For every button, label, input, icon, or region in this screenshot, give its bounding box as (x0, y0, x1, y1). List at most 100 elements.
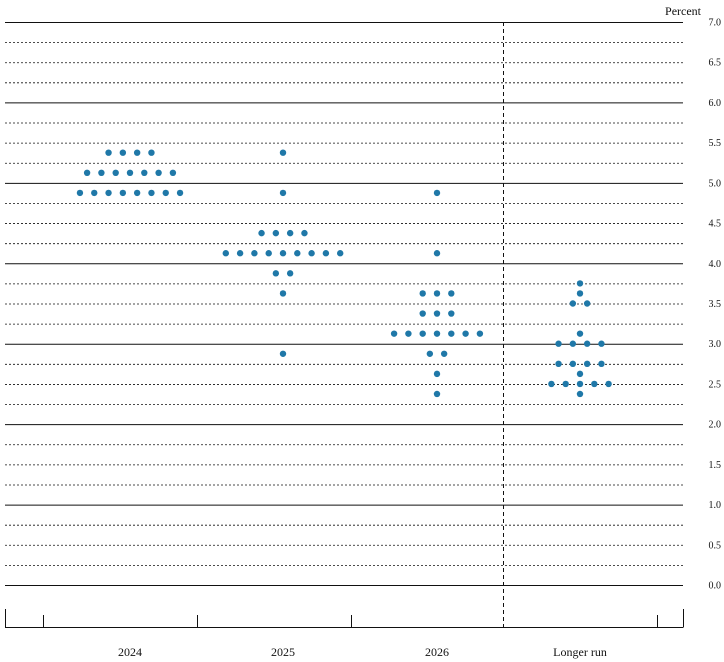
data-point (576, 390, 584, 398)
data-point (112, 169, 119, 177)
x-category-label: 2025 (271, 645, 295, 659)
data-point (576, 380, 584, 388)
data-point (162, 189, 169, 197)
data-point (91, 189, 98, 197)
data-point (605, 380, 612, 388)
data-point (279, 290, 287, 297)
y-tick-label: 2.5 (709, 379, 722, 390)
data-point (405, 330, 412, 337)
data-point (576, 290, 584, 297)
data-point (440, 350, 448, 357)
data-point (126, 169, 134, 177)
data-point (390, 330, 398, 337)
y-tick-label: 4.0 (709, 259, 722, 270)
y-tick-label: 0.0 (709, 581, 722, 592)
data-point (576, 280, 584, 287)
y-tick-label: 7.0 (709, 18, 722, 29)
data-point (76, 189, 84, 197)
data-point (279, 350, 287, 357)
data-point (569, 300, 577, 307)
data-point (286, 270, 294, 277)
data-point (433, 390, 441, 398)
data-point (433, 189, 441, 197)
data-point (265, 250, 272, 257)
data-point (419, 290, 426, 297)
data-point (555, 360, 562, 368)
data-point (105, 189, 112, 197)
data-point (272, 229, 280, 237)
data-point (155, 169, 162, 177)
data-point (433, 250, 441, 257)
data-point (583, 340, 591, 347)
data-point (576, 330, 584, 337)
data-point (583, 300, 591, 307)
data-point (598, 360, 605, 368)
data-point (433, 330, 441, 337)
data-point (141, 169, 148, 177)
x-axis (5, 22, 684, 628)
data-point (448, 310, 455, 317)
y-tick-label: 1.5 (709, 460, 722, 471)
data-point (98, 169, 105, 177)
data-point (119, 189, 127, 197)
y-tick-label: 0.5 (709, 540, 722, 551)
data-point (133, 189, 141, 197)
data-point (251, 250, 258, 257)
data-point (555, 340, 562, 347)
data-point (476, 330, 484, 337)
data-point (133, 149, 141, 156)
data-point (448, 330, 455, 337)
x-category-label: 2024 (118, 645, 142, 659)
x-category-label: Longer run (553, 645, 607, 659)
data-point (569, 360, 577, 368)
data-point (433, 290, 441, 297)
y-tick-label: 2.0 (709, 420, 722, 431)
data-point (279, 189, 287, 197)
data-point (591, 380, 598, 388)
data-point (322, 250, 330, 257)
grid-lines (5, 22, 683, 586)
data-point (462, 330, 469, 337)
y-axis-unit-label: Percent (665, 4, 702, 18)
data-point (419, 330, 426, 337)
y-tick-label: 4.5 (709, 219, 722, 230)
data-point (562, 380, 569, 388)
data-point (301, 229, 308, 237)
data-point (448, 290, 455, 297)
y-tick-label: 3.5 (709, 299, 722, 310)
data-point (598, 340, 605, 347)
data-point (236, 250, 244, 257)
data-point (419, 310, 426, 317)
y-tick-label: 5.5 (709, 138, 722, 149)
y-tick-label: 6.0 (709, 98, 722, 109)
data-point (433, 310, 441, 317)
data-point (169, 169, 177, 177)
data-point (176, 189, 184, 197)
dot-series (76, 149, 612, 398)
data-point (576, 370, 584, 378)
data-point (433, 370, 441, 378)
y-tick-label: 5.0 (709, 178, 722, 189)
x-axis-category-labels: 2024 2025 2026 Longer run (118, 645, 607, 659)
y-tick-label: 6.5 (709, 58, 722, 69)
data-point (105, 149, 112, 156)
data-point (222, 250, 229, 257)
data-point (426, 350, 434, 357)
data-point (119, 149, 127, 156)
data-point (548, 380, 555, 388)
data-point (148, 149, 155, 156)
data-point (569, 340, 577, 347)
data-point (294, 250, 301, 257)
data-point (258, 229, 265, 237)
y-tick-label: 3.0 (709, 339, 722, 350)
data-point (308, 250, 315, 257)
data-point (583, 360, 591, 368)
data-point (337, 250, 344, 257)
data-point (279, 250, 287, 257)
data-point (279, 149, 287, 156)
data-point (148, 189, 155, 197)
x-category-label: 2026 (425, 645, 449, 659)
data-point (83, 169, 91, 177)
data-point (272, 270, 280, 277)
